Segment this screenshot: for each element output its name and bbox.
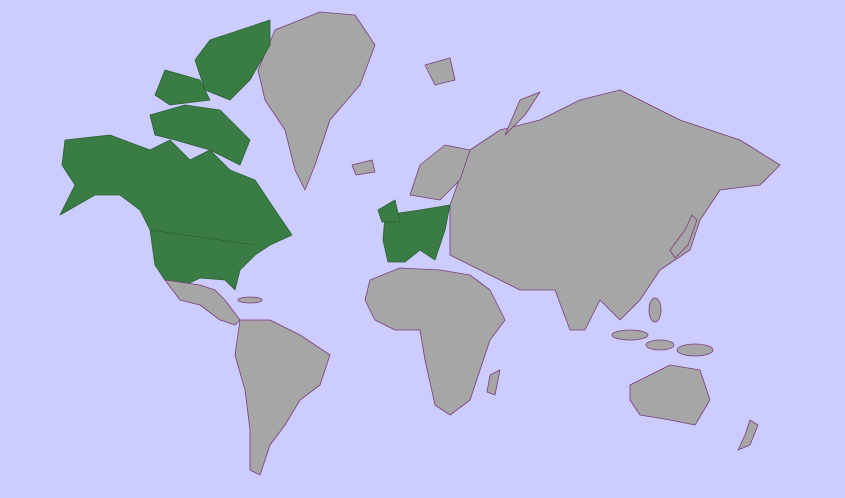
- indonesia: [611, 329, 649, 341]
- japan: [669, 214, 698, 259]
- border: [149, 229, 256, 246]
- north-america-highlighted: [59, 134, 293, 291]
- arctic-islands: [194, 19, 271, 101]
- africa: [364, 267, 506, 416]
- philippines: [648, 297, 662, 323]
- caribbean: [237, 296, 263, 304]
- indonesia: [645, 339, 675, 351]
- central-america: [164, 279, 241, 326]
- greenland: [257, 11, 376, 191]
- new-zealand: [737, 419, 759, 451]
- australia: [629, 364, 711, 426]
- novaya-zemlya: [504, 91, 541, 136]
- scandinavia: [409, 144, 471, 201]
- great-britain: [377, 199, 401, 223]
- svalbard: [424, 57, 456, 86]
- south-america: [234, 319, 331, 476]
- arctic-islands: [149, 104, 251, 166]
- madagascar: [486, 369, 501, 396]
- eurasia: [449, 89, 781, 331]
- new-guinea: [676, 343, 714, 357]
- iceland: [351, 159, 376, 176]
- arctic-islands: [154, 69, 211, 106]
